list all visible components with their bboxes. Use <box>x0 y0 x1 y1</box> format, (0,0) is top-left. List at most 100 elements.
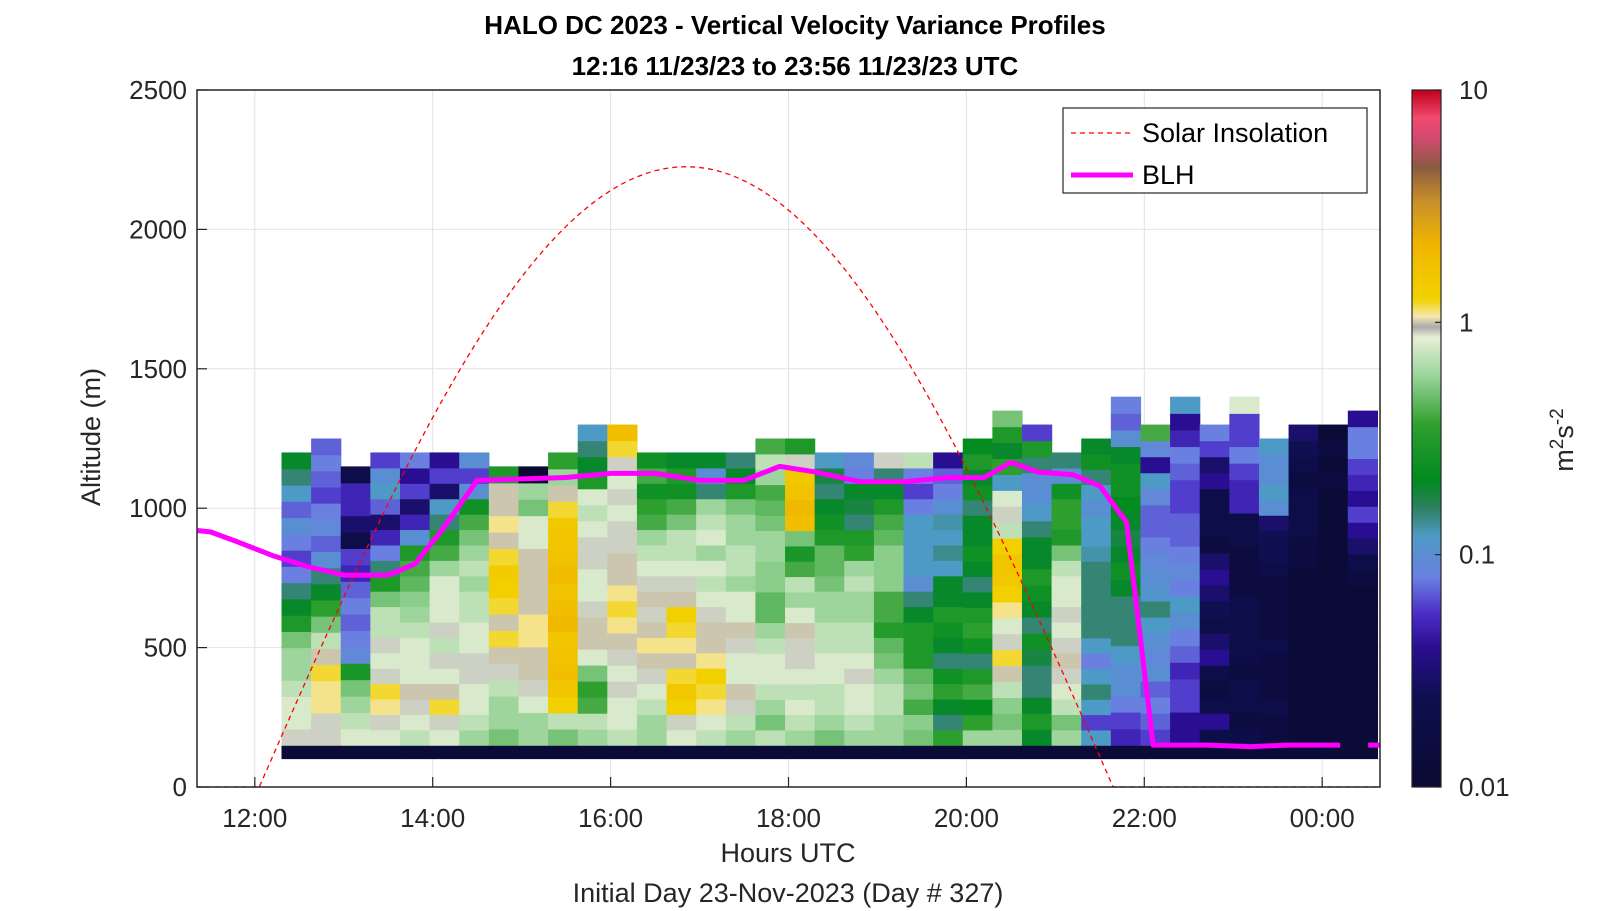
heatmap-cell <box>1170 678 1201 696</box>
heatmap-cell <box>1081 729 1112 746</box>
heatmap-cell <box>1140 697 1171 714</box>
heatmap-cell <box>1347 681 1379 698</box>
heatmap-cell <box>399 483 431 500</box>
heatmap-cell <box>814 606 845 623</box>
heatmap-cell <box>1081 714 1112 731</box>
heatmap-cell <box>577 536 608 554</box>
heatmap-cell <box>1140 456 1171 474</box>
heatmap-cell <box>607 520 638 538</box>
heatmap-cell <box>962 484 993 501</box>
heatmap-cell <box>992 745 1023 760</box>
heatmap-cell <box>1170 662 1201 680</box>
heatmap-cell <box>755 714 786 731</box>
heatmap-cell <box>340 679 371 697</box>
heatmap-cell <box>992 442 1023 460</box>
heatmap-cell <box>725 668 757 685</box>
legend: Solar Insolation BLH <box>1062 107 1368 194</box>
heatmap-cell <box>725 621 757 638</box>
heatmap-cell <box>1170 579 1201 597</box>
heatmap-cell <box>933 698 964 715</box>
heatmap-cell <box>696 560 727 577</box>
heatmap-cell <box>1170 529 1201 547</box>
heatmap-cell <box>992 522 1023 539</box>
heatmap-cell <box>636 698 668 715</box>
heatmap-cell <box>459 714 490 731</box>
heatmap-cell <box>1110 413 1142 431</box>
heatmap-cell <box>844 621 875 638</box>
heatmap-cell <box>903 575 934 592</box>
heatmap-cell <box>814 514 845 531</box>
y-tick-label: 2500 <box>129 75 187 105</box>
heatmap-cell <box>577 520 608 538</box>
heatmap-cell <box>1051 621 1082 638</box>
heatmap-cell <box>429 575 460 592</box>
heatmap-cell <box>548 452 579 470</box>
heatmap-cell <box>577 729 608 746</box>
heatmap-cell <box>311 632 342 649</box>
heatmap-cell <box>607 536 638 554</box>
chart-title: HALO DC 2023 - Vertical Velocity Varianc… <box>484 10 1105 40</box>
heatmap-cell <box>577 665 608 682</box>
heatmap-cell <box>1021 681 1053 698</box>
heatmap-cell <box>1081 699 1112 716</box>
heatmap-cell <box>962 545 993 562</box>
heatmap-cell <box>844 745 875 760</box>
heatmap-cell <box>518 630 549 648</box>
heatmap-cell <box>370 698 401 715</box>
heatmap-cell <box>933 575 964 592</box>
heatmap-cell <box>1199 616 1230 634</box>
heatmap-cell <box>873 698 905 715</box>
heatmap-cell <box>873 591 905 608</box>
heatmap-cell <box>636 483 668 500</box>
heatmap-cell <box>281 647 312 665</box>
heatmap-cell <box>903 745 934 760</box>
heatmap-cell <box>1229 396 1260 414</box>
heatmap-cell <box>785 453 816 470</box>
heatmap-cell <box>399 591 431 608</box>
heatmap-cell <box>1318 648 1349 666</box>
heatmap-cell <box>577 697 608 714</box>
heatmap-cell <box>429 544 460 561</box>
heatmap-cell <box>992 601 1023 619</box>
heatmap-cell <box>459 729 490 746</box>
heatmap-cell <box>577 504 608 522</box>
heatmap-cell <box>548 582 579 600</box>
heatmap-cell <box>459 575 490 592</box>
heatmap-cell <box>1258 469 1290 486</box>
heatmap-cell <box>1110 396 1142 414</box>
heatmap-cell <box>1318 488 1349 506</box>
heatmap-cell <box>785 637 816 654</box>
heatmap-cell <box>696 683 727 700</box>
heatmap-cell <box>518 531 549 549</box>
heatmap-cell <box>1258 591 1290 608</box>
heatmap-cell <box>1081 637 1112 654</box>
heatmap-cell <box>311 470 342 488</box>
heatmap-cell <box>844 668 875 685</box>
heatmap-cell <box>1021 568 1053 586</box>
heatmap-cell <box>488 597 520 615</box>
heatmap-cell <box>281 533 312 551</box>
heatmap-cell <box>814 745 845 760</box>
heatmap-cell <box>933 714 964 731</box>
heatmap-cell <box>340 597 371 615</box>
x-tick-label: 00:00 <box>1290 803 1355 833</box>
heatmap-cell <box>666 698 697 715</box>
heatmap-cell <box>666 668 697 685</box>
heatmap-cell <box>1199 472 1230 490</box>
heatmap-cell <box>548 696 579 714</box>
heatmap-cell <box>459 637 490 654</box>
heatmap-cell <box>785 729 816 746</box>
heatmap-cell <box>933 621 964 638</box>
heatmap-cell <box>1140 552 1171 570</box>
heatmap-cell <box>399 514 431 531</box>
heatmap-cell <box>577 424 608 442</box>
heatmap-cell <box>1199 729 1230 746</box>
heatmap-cell <box>755 683 786 700</box>
heatmap-cell <box>873 621 905 638</box>
heatmap-cell <box>1258 653 1290 670</box>
heatmap-cell <box>370 637 401 654</box>
heatmap-cell <box>962 515 993 532</box>
heatmap-cell <box>370 745 401 760</box>
heatmap-cell <box>1021 648 1053 666</box>
heatmap-cell <box>488 728 520 746</box>
